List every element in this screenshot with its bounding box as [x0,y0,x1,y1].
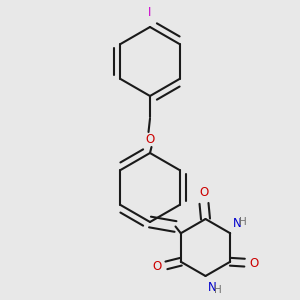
Text: O: O [152,260,161,273]
Text: O: O [250,257,259,270]
Text: O: O [146,133,154,146]
Text: I: I [148,7,152,20]
Text: N: N [232,217,241,230]
Text: H: H [238,217,246,227]
Text: O: O [200,187,208,200]
Text: N: N [208,281,217,294]
Text: H: H [214,285,222,295]
